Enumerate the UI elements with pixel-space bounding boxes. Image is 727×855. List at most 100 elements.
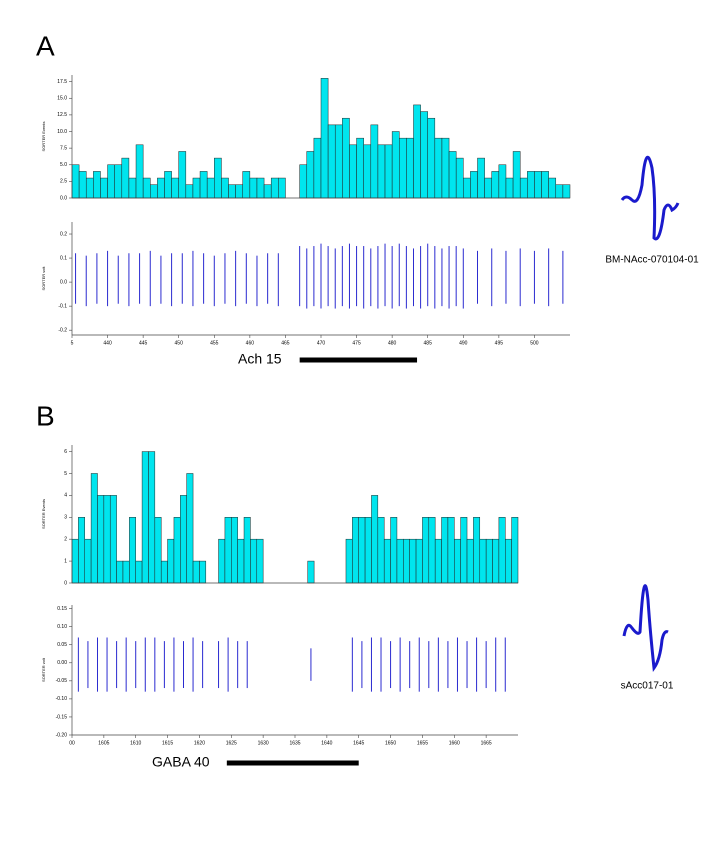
treatment-bar — [226, 760, 359, 766]
histogram-bar — [403, 538, 410, 584]
x-tick-label: 5 — [71, 340, 74, 346]
x-tick-label: 445 — [139, 340, 148, 346]
histogram-bar — [185, 184, 194, 199]
histogram-bar — [364, 517, 372, 584]
histogram-bar — [391, 131, 400, 199]
histogram-bar — [242, 171, 251, 199]
y-tick-label: 6 — [64, 449, 67, 455]
histogram-bar — [173, 517, 181, 584]
histogram-bar — [463, 177, 471, 199]
histogram-bar — [473, 517, 481, 584]
histogram-bar — [447, 517, 455, 584]
panel-letter: B — [36, 400, 55, 431]
histogram-bar — [511, 517, 519, 584]
x-tick-label: 485 — [424, 340, 433, 346]
histogram-bar — [84, 538, 92, 584]
histogram-bar — [218, 538, 226, 584]
histogram-bar — [270, 177, 279, 199]
histogram-bar — [249, 177, 258, 199]
y-tick-label: -0.20 — [56, 732, 68, 738]
waveform — [620, 155, 680, 241]
histogram-bar — [180, 495, 187, 584]
y-tick-label: 4 — [64, 493, 67, 499]
histogram-bar — [334, 124, 343, 199]
x-tick-label: 460 — [246, 340, 255, 346]
histogram-bar — [199, 171, 208, 199]
histogram-bar — [384, 144, 393, 199]
histogram-bar — [470, 171, 478, 199]
x-tick-label: 450 — [175, 340, 184, 346]
histogram-bar — [485, 538, 493, 584]
histogram-bar — [434, 137, 443, 199]
histogram-bar — [413, 104, 421, 199]
histogram-bar — [512, 151, 521, 199]
x-tick-label: 1615 — [162, 740, 173, 746]
y-tick-label: 0.10 — [57, 624, 67, 630]
histogram-bar — [142, 177, 151, 199]
histogram-bar — [100, 177, 108, 199]
histogram-bar — [237, 538, 245, 584]
histogram-bar — [109, 495, 117, 584]
histogram-bar — [250, 538, 258, 584]
x-tick-label: 465 — [281, 340, 290, 346]
y-tick-label: 0.0 — [60, 195, 67, 201]
x-tick-label: 455 — [210, 340, 219, 346]
x-tick-label: 1660 — [449, 740, 460, 746]
x-tick-label: 1655 — [417, 740, 428, 746]
x-tick-label: 1645 — [353, 740, 364, 746]
histogram-bar — [164, 171, 172, 199]
y-axis-label: SORTER Events — [41, 122, 46, 152]
x-tick-label: 1610 — [130, 740, 141, 746]
histogram-bar — [498, 164, 507, 199]
histogram-bar — [441, 517, 449, 584]
unit-label: BM-NAcc-070104-01 — [605, 255, 699, 266]
histogram-bar — [121, 157, 130, 199]
histogram-bar — [420, 111, 428, 199]
y-tick-label: 1 — [64, 558, 67, 564]
histogram-bar — [327, 124, 336, 199]
histogram-bar — [78, 171, 87, 199]
x-tick-label: 1665 — [481, 740, 492, 746]
histogram-bar — [178, 151, 187, 199]
y-tick-label: 3 — [64, 515, 67, 521]
histogram-bar — [356, 137, 364, 199]
y-tick-label: 15.0 — [57, 96, 67, 102]
histogram-bar — [148, 451, 156, 584]
histogram-bar — [97, 495, 105, 584]
histogram-bar — [135, 560, 143, 584]
histogram-bar — [466, 538, 474, 584]
histogram-bar — [555, 184, 564, 199]
y-tick-label: 0.15 — [57, 606, 67, 612]
histogram-bar — [479, 538, 487, 584]
histogram-bar — [377, 517, 385, 584]
x-tick-label: 500 — [530, 340, 539, 346]
histogram-bar — [199, 560, 207, 584]
histogram-bar — [422, 517, 430, 584]
x-tick-label: 1650 — [385, 740, 396, 746]
histogram-bar — [363, 144, 372, 199]
histogram-bar — [122, 560, 130, 584]
histogram-bar — [93, 171, 101, 199]
histogram-bar — [114, 164, 123, 199]
x-tick-label: 1635 — [289, 740, 300, 746]
histogram-bar — [129, 517, 136, 584]
y-tick-label: -0.2 — [58, 328, 67, 334]
histogram-bar — [160, 560, 168, 584]
histogram-bar — [243, 517, 251, 584]
histogram-bar — [71, 538, 79, 584]
y-tick-label: -0.10 — [56, 696, 68, 702]
histogram-bar — [128, 177, 137, 199]
x-tick-label: 490 — [459, 340, 468, 346]
histogram-bar — [352, 517, 359, 584]
y-tick-label: 7.5 — [60, 145, 67, 151]
histogram-bar — [157, 177, 165, 199]
y-tick-label: 0.05 — [57, 642, 67, 648]
histogram-bar — [221, 177, 229, 199]
histogram-bar — [448, 151, 457, 199]
histogram-bar — [534, 171, 542, 199]
histogram-bar — [415, 538, 423, 584]
histogram-bar — [409, 538, 417, 584]
histogram-bar — [428, 517, 436, 584]
histogram-bar — [427, 117, 436, 199]
histogram-bar — [441, 137, 450, 199]
